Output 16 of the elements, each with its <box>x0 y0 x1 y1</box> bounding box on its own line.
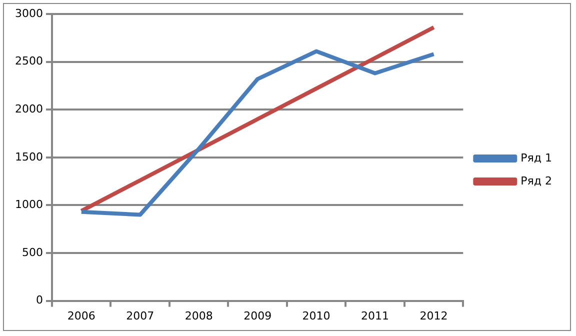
y-tick-label: 2500 <box>14 54 43 68</box>
x-tick-label: 2008 <box>184 309 213 322</box>
y-tick-label: 1000 <box>14 198 43 212</box>
x-tick-label: 2010 <box>302 309 330 322</box>
y-tick-label: 1500 <box>14 150 43 164</box>
legend-label: Ряд 1 <box>520 151 552 164</box>
x-tick-label: 2007 <box>126 309 154 322</box>
x-tick-label: 2012 <box>420 309 448 322</box>
x-tick-label: 2011 <box>361 309 390 322</box>
legend-label: Ряд 2 <box>520 174 552 188</box>
y-tick-label: 500 <box>22 246 43 259</box>
y-tick-label: 3000 <box>14 6 43 20</box>
x-tick-label: 2006 <box>67 309 96 322</box>
x-tick-label: 2009 <box>244 309 272 322</box>
y-tick-label: 2000 <box>14 102 43 116</box>
y-tick-label: 0 <box>36 294 43 307</box>
